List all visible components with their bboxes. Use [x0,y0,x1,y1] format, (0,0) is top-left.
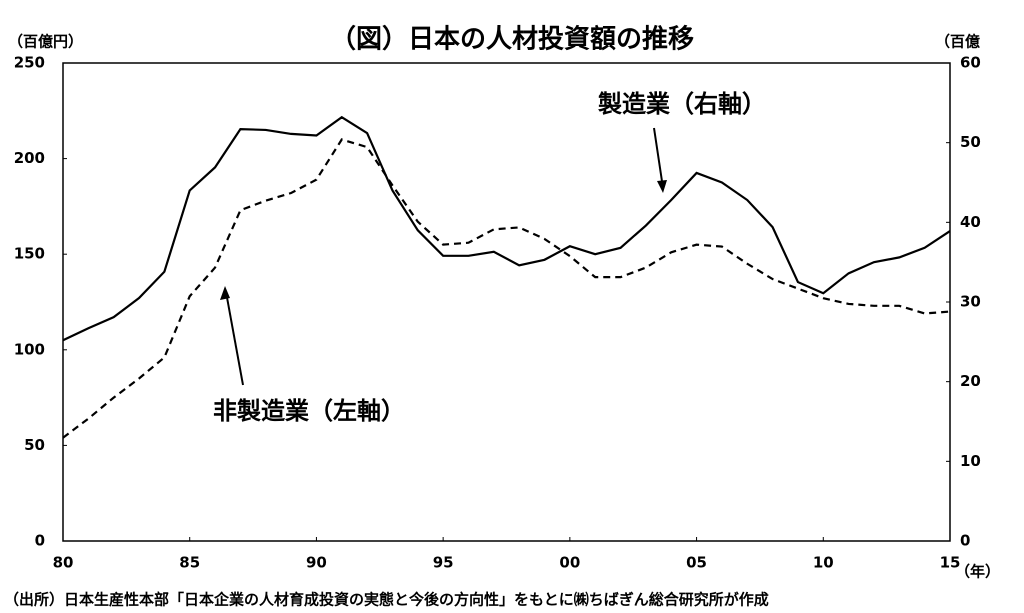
y-tick-label: 100 [14,340,45,358]
y2-tick-label: 40 [960,213,981,231]
y2-tick-label: 20 [960,372,981,390]
arrow-head [657,180,667,193]
y-tick-label: 150 [14,245,45,263]
y-tick-label: 50 [24,436,45,454]
y2-axis-label: （百億 [935,33,980,51]
x-axis-label: （年） [955,563,1000,581]
series-line [62,115,951,342]
x-tick-label: 80 [53,554,74,572]
chart-title: （図）日本の人材投資額の推移 [330,25,694,55]
x-tick-label: 85 [179,554,200,572]
series-label: 製造業（右軸） [598,90,766,118]
y2-tick-label: 10 [960,452,981,470]
arrow-head [220,286,230,300]
series-label: 非製造業（左軸） [213,397,405,425]
y2-tick-label: 60 [960,54,981,72]
y2-tick-label: 30 [960,293,981,311]
x-tick-label: 95 [433,554,454,572]
y2-tick-label: 0 [960,532,970,550]
y-tick-label: 250 [14,54,45,72]
x-tick-label: 00 [559,554,580,572]
source-note: （出所）日本生産性本部「日本企業の人材育成投資の実態と今後の方向性」をもとに㈱ち… [4,591,769,609]
annotation-arrow [225,291,244,386]
y-tick-label: 0 [35,532,45,550]
y-tick-label: 200 [14,149,45,167]
plot-frame [62,62,951,542]
x-tick-label: 90 [306,554,327,572]
y-axis-label: （百億円） [8,33,83,51]
y2-tick-label: 50 [960,133,981,151]
x-tick-label: 05 [686,554,707,572]
x-tick-label: 15 [940,554,961,572]
annotation-arrow [653,127,664,189]
series-line [62,138,951,439]
x-tick-label: 10 [813,554,834,572]
